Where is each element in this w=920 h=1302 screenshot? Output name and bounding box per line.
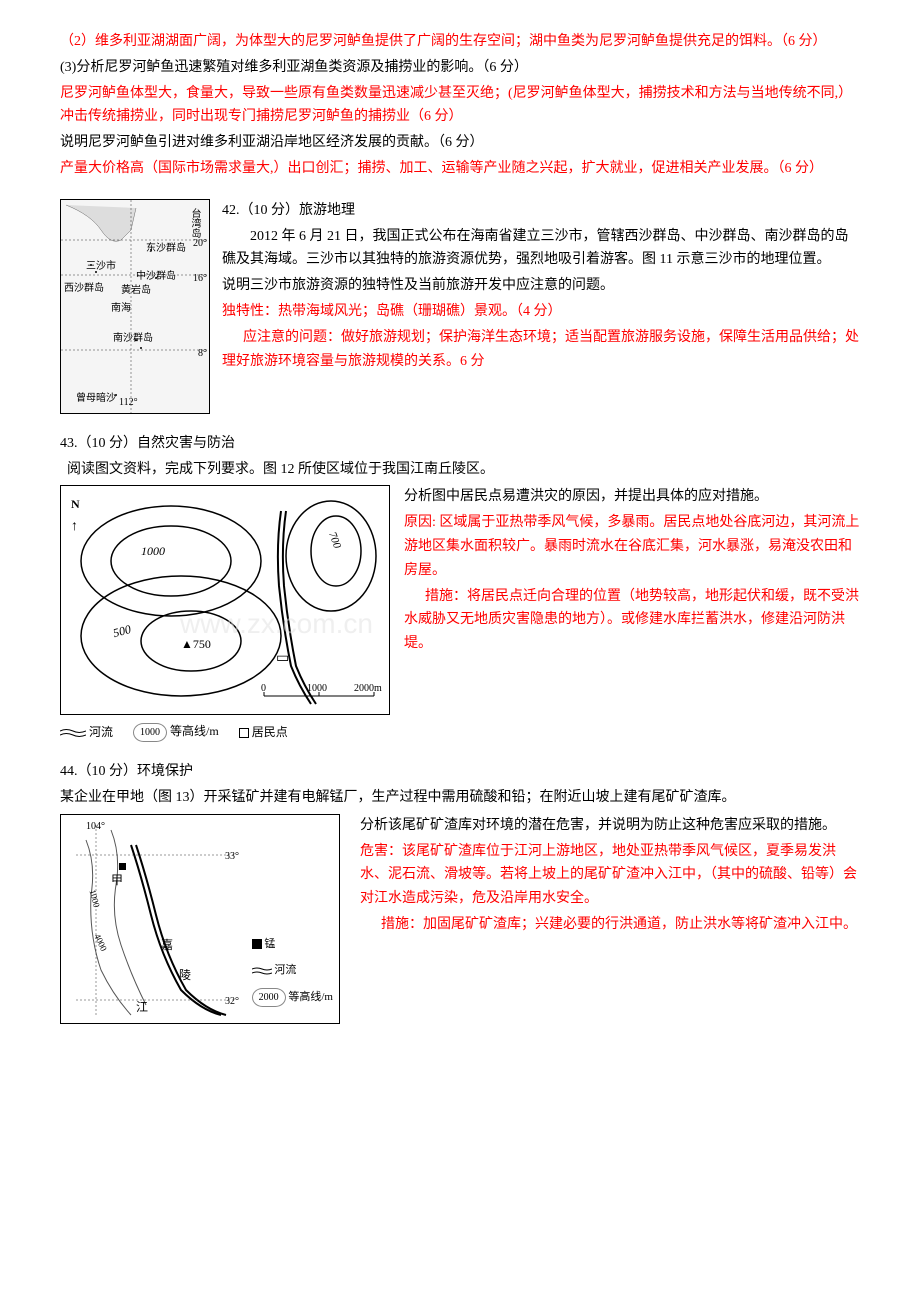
q44-question: 分析该尾矿矿渣库对环境的潜在危害，并说明为防止这种危害应采取的措施。 xyxy=(360,814,860,838)
map-label-taiwan: 台湾岛 xyxy=(186,208,203,238)
q42-title: 42.（10 分）旅游地理 xyxy=(222,199,860,223)
coord-33: 33° xyxy=(225,848,239,865)
scale-2000: 2000m xyxy=(354,680,382,697)
q44-intro: 某企业在甲地（图 13）开采锰矿并建有电解锰厂，生产过程中需用硫酸和铅；在附近山… xyxy=(60,786,860,810)
map-coord-20: 20° xyxy=(193,235,207,252)
map-label-sansha: 三沙市 xyxy=(86,258,116,275)
map-coord-16: 16° xyxy=(193,270,207,287)
label-jia-river: 嘉 xyxy=(161,935,173,955)
map-label-dongsha: 东沙群岛 xyxy=(146,240,186,257)
contour-1000: 1000 xyxy=(141,541,165,561)
scale-0: 0 xyxy=(261,680,266,697)
q43-section: 43.（10 分）自然灾害与防治 阅读图文资料，完成下列要求。图 12 所使区域… xyxy=(60,432,860,742)
peak-750: ▲750 xyxy=(181,634,211,654)
north-label: N xyxy=(71,494,80,514)
label-jiang: 江 xyxy=(136,997,148,1017)
legend-river: 河流 xyxy=(60,722,113,742)
contour-svg xyxy=(61,486,391,716)
north-arrow: N ↑ xyxy=(71,494,80,538)
q44-map: 104° 33° 32° 甲 嘉 陵 江 1000 4000 锰 河流 2000… xyxy=(60,814,340,1024)
q43-question: 分析图中居民点易遭洪灾的原因，并提出具体的应对措施。 xyxy=(404,485,860,509)
legend-contour-val: 1000 xyxy=(133,723,167,742)
q42-para1: 2012 年 6 月 21 日，我国正式公布在海南省建立三沙市，管辖西沙群岛、中… xyxy=(222,225,860,273)
label-ling: 陵 xyxy=(179,965,191,985)
legend-river-label: 河流 xyxy=(89,725,113,739)
map-coord-8: 8° xyxy=(198,345,207,362)
q2-answer: （2）维多利亚湖湖面广阔，为体型大的尼罗河鲈鱼提供了广阔的生存空间；湖中鱼类为尼… xyxy=(60,30,860,54)
q3-answer: 尼罗河鲈鱼体型大，食量大，导致一些原有鱼类数量迅速减少甚至灭绝；(尼罗河鲈鱼体型… xyxy=(60,82,860,130)
scale-bar: 0 1000 2000m xyxy=(259,684,379,706)
q44-text-block: 分析该尾矿矿渣库对环境的潜在危害，并说明为防止这种危害应采取的措施。 危害：该尾… xyxy=(360,814,860,939)
q3-question: (3)分析尼罗河鲈鱼迅速繁殖对维多利亚湖鱼类资源及捕捞业的影响。（6 分） xyxy=(60,56,860,80)
label-jia: 甲 xyxy=(111,870,123,890)
q44-legend: 锰 河流 2000 等高线/m xyxy=(252,935,333,1007)
q3b-question: 说明尼罗河鲈鱼引进对维多利亚湖沿岸地区经济发展的贡献。（6 分） xyxy=(60,131,860,155)
settlement-marker: ▭ xyxy=(276,647,289,671)
q44-title: 44.（10 分）环境保护 xyxy=(60,760,860,784)
map-label-huangyan: 黄岩岛 xyxy=(121,282,151,299)
q44-answer-hazard: 危害：该尾矿矿渣库位于江河上游地区，地处亚热带季风气候区，夏季易发洪水、泥石流、… xyxy=(360,840,860,911)
q43-intro: 阅读图文资料，完成下列要求。图 12 所使区域位于我国江南丘陵区。 xyxy=(60,458,860,482)
contour-map: N ↑ 1000 500 700 ▲750 ▭ 0 1000 2000m xyxy=(60,485,390,715)
q3b-answer: 产量大价格高（国际市场需求量大,）出口创汇；捕捞、加工、运输等产业随之兴起，扩大… xyxy=(60,157,860,181)
q42-section: 台湾岛 东沙群岛 三沙市 中沙群岛 西沙群岛 黄岩岛 南海 南沙群岛 曾母暗沙 … xyxy=(60,199,860,414)
legend-river-q44: 河流 xyxy=(274,964,296,976)
legend-mn-label: 锰 xyxy=(264,938,275,950)
legend-settlement: 居民点 xyxy=(239,722,288,742)
map-label-nansha: 南沙群岛 xyxy=(113,330,153,347)
coord-32: 32° xyxy=(225,993,239,1010)
q43-answer-cause: 原因: 区域属于亚热带季风气候，多暴雨。居民点地处谷底河边，其河流上游地区集水面… xyxy=(404,511,860,582)
map-label-nanhai: 南海 xyxy=(111,300,131,317)
coord-104: 104° xyxy=(86,818,105,835)
q43-map-container: N ↑ 1000 500 700 ▲750 ▭ 0 1000 2000m 河 xyxy=(60,485,390,742)
legend-contour-label: 等高线/m xyxy=(170,724,219,738)
q42-answer1: 独特性：热带海域风光；岛礁（珊瑚礁）景观。（4 分） xyxy=(222,300,860,324)
q42-answer2: 应注意的问题：做好旅游规划；保护海洋生态环境；适当配置旅游服务设施，保障生活用品… xyxy=(222,326,860,374)
q42-text-block: 42.（10 分）旅游地理 2012 年 6 月 21 日，我国正式公布在海南省… xyxy=(222,199,860,376)
map-label-zengmu: 曾母暗沙 xyxy=(76,390,116,407)
legend-contour: 1000 等高线/m xyxy=(133,721,219,742)
scale-1000: 1000 xyxy=(307,680,327,697)
q42-para2: 说明三沙市旅游资源的独特性及当前旅游开发中应注意的问题。 xyxy=(222,274,860,298)
q43-legend: 河流 1000 等高线/m 居民点 xyxy=(60,721,390,742)
q44-answer-measure: 措施：加固尾矿矿渣库；兴建必要的行洪通道，防止洪水等将矿渣冲入江中。 xyxy=(360,913,860,937)
q42-map: 台湾岛 东沙群岛 三沙市 中沙群岛 西沙群岛 黄岩岛 南海 南沙群岛 曾母暗沙 … xyxy=(60,199,210,414)
map-coord-112: 112° xyxy=(119,394,138,411)
legend-contour-q44-val: 2000 xyxy=(252,988,286,1007)
map-label-xisha: 西沙群岛 xyxy=(64,280,104,297)
q43-answer-measure: 措施：将居民点迁向合理的位置（地势较高，地形起伏和缓，既不受洪水威胁又无地质灾害… xyxy=(404,585,860,656)
q43-text-block: 分析图中居民点易遭洪灾的原因，并提出具体的应对措施。 原因: 区域属于亚热带季风… xyxy=(404,485,860,658)
legend-contour-q44: 等高线/m xyxy=(288,991,333,1003)
q44-section: 44.（10 分）环境保护 某企业在甲地（图 13）开采锰矿并建有电解锰厂，生产… xyxy=(60,760,860,1024)
q43-title: 43.（10 分）自然灾害与防治 xyxy=(60,432,860,456)
legend-settlement-label: 居民点 xyxy=(252,725,288,739)
